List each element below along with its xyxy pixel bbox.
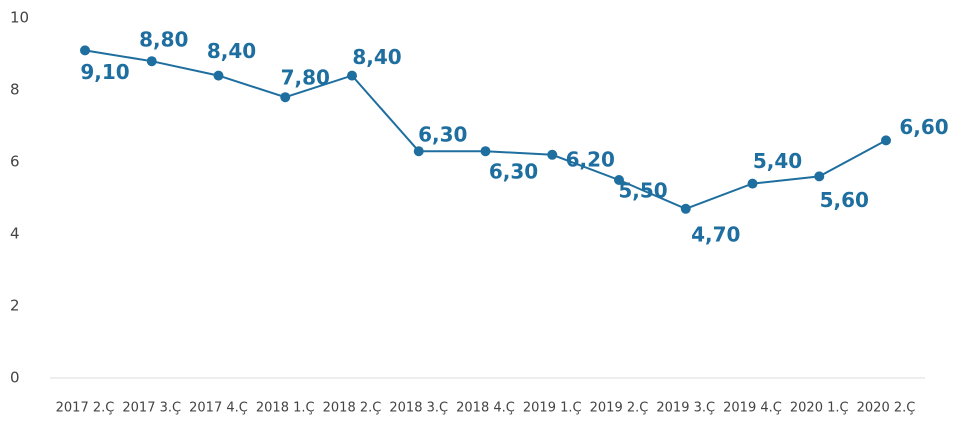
y-tick-label: 2 xyxy=(10,297,20,315)
line xyxy=(84,49,887,210)
value-label: 4,70 xyxy=(691,222,740,246)
value-label: 7,80 xyxy=(281,66,330,90)
point xyxy=(881,135,891,146)
x-tick-label: 2020 2.Ç xyxy=(857,401,916,416)
value-label: 9,10 xyxy=(80,60,129,84)
point xyxy=(80,45,90,56)
x-tick-label: 2018 4.Ç xyxy=(456,401,515,416)
x-tick-label: 2017 2.Ç xyxy=(56,401,115,416)
y-tick-label: 0 xyxy=(10,369,20,387)
value-label: 5,40 xyxy=(753,149,802,173)
point xyxy=(814,171,825,182)
point xyxy=(213,70,224,81)
y-tick-label: 6 xyxy=(10,153,20,171)
point xyxy=(280,92,291,103)
x-tick-label: 2017 4.Ç xyxy=(189,401,248,416)
point xyxy=(146,56,157,67)
point xyxy=(747,178,758,189)
value-label: 8,40 xyxy=(352,45,401,69)
point xyxy=(347,70,357,81)
value-label: 6,60 xyxy=(899,115,948,139)
point xyxy=(547,149,558,160)
point xyxy=(614,175,624,185)
x-tick-label: 2019 4.Ç xyxy=(723,401,782,416)
x-tick-label: 2018 2.Ç xyxy=(323,401,382,416)
point xyxy=(680,203,691,214)
x-tick-label: 2017 3.Ç xyxy=(122,401,181,416)
y-tick-label: 4 xyxy=(10,225,20,243)
point xyxy=(480,146,491,157)
x-tick-label: 2020 1.Ç xyxy=(790,401,849,416)
y-tick-label: 8 xyxy=(10,81,20,99)
value-label: 5,50 xyxy=(618,179,667,203)
value-label: 6,30 xyxy=(489,160,538,184)
value-label: 6,30 xyxy=(418,123,467,147)
value-label: 5,60 xyxy=(820,188,869,212)
x-tick-label: 2019 1.Ç xyxy=(523,401,582,416)
value-label: 8,80 xyxy=(139,28,188,52)
x-tick-label: 2018 3.Ç xyxy=(389,401,448,416)
y-tick-label: 10 xyxy=(10,9,29,27)
point xyxy=(413,146,424,157)
x-tick-label: 2019 3.Ç xyxy=(656,401,715,416)
x-tick-label: 2019 2.Ç xyxy=(590,401,649,416)
x-tick-label: 2018 1.Ç xyxy=(256,401,315,416)
value-label: 6,20 xyxy=(566,147,615,171)
value-label: 8,40 xyxy=(207,39,256,63)
